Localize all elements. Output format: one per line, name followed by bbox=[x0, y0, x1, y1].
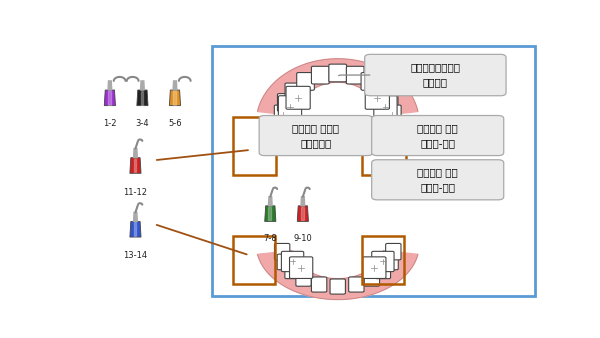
Polygon shape bbox=[268, 197, 272, 206]
Polygon shape bbox=[108, 81, 112, 90]
Polygon shape bbox=[257, 251, 418, 299]
Polygon shape bbox=[108, 91, 111, 104]
FancyBboxPatch shape bbox=[386, 243, 401, 260]
FancyBboxPatch shape bbox=[330, 279, 346, 294]
Polygon shape bbox=[268, 207, 271, 220]
Bar bbox=[233, 236, 275, 284]
Text: 13-14: 13-14 bbox=[124, 251, 148, 260]
Text: 大臼歯部 近心
＃１１-１２: 大臼歯部 近心 ＃１１-１２ bbox=[418, 123, 458, 148]
Text: 9-10: 9-10 bbox=[293, 235, 312, 243]
FancyBboxPatch shape bbox=[290, 257, 313, 279]
Text: 前歯部・小臼歯部
＃１〜６: 前歯部・小臼歯部 ＃１〜６ bbox=[410, 63, 460, 88]
Polygon shape bbox=[134, 159, 136, 172]
FancyBboxPatch shape bbox=[374, 83, 391, 100]
Text: 7-8: 7-8 bbox=[263, 235, 277, 243]
FancyBboxPatch shape bbox=[311, 277, 327, 292]
Polygon shape bbox=[140, 91, 143, 104]
FancyBboxPatch shape bbox=[349, 277, 364, 292]
Text: 大臼歯部 頬舌面
＃７〜１０: 大臼歯部 頬舌面 ＃７〜１０ bbox=[292, 123, 340, 148]
Text: 5-6: 5-6 bbox=[168, 119, 182, 128]
FancyBboxPatch shape bbox=[286, 86, 310, 109]
Bar bbox=[362, 117, 406, 175]
Bar bbox=[233, 117, 277, 175]
FancyBboxPatch shape bbox=[371, 160, 504, 200]
FancyBboxPatch shape bbox=[374, 96, 397, 117]
Polygon shape bbox=[130, 221, 141, 237]
Polygon shape bbox=[297, 206, 308, 221]
FancyBboxPatch shape bbox=[361, 73, 379, 90]
FancyBboxPatch shape bbox=[383, 105, 401, 124]
Text: 1-2: 1-2 bbox=[103, 119, 116, 128]
Polygon shape bbox=[104, 90, 115, 105]
FancyBboxPatch shape bbox=[311, 66, 329, 84]
FancyBboxPatch shape bbox=[364, 271, 380, 286]
Polygon shape bbox=[140, 81, 144, 90]
Text: 大臼歯部 遠心
＃１３-１４: 大臼歯部 遠心 ＃１３-１４ bbox=[418, 167, 458, 192]
Polygon shape bbox=[134, 222, 136, 236]
FancyBboxPatch shape bbox=[365, 54, 506, 96]
FancyBboxPatch shape bbox=[285, 83, 302, 100]
FancyBboxPatch shape bbox=[285, 264, 300, 279]
Polygon shape bbox=[134, 149, 137, 158]
FancyBboxPatch shape bbox=[281, 251, 304, 272]
Polygon shape bbox=[134, 212, 137, 221]
Polygon shape bbox=[137, 90, 148, 105]
FancyBboxPatch shape bbox=[297, 73, 314, 90]
FancyBboxPatch shape bbox=[365, 86, 389, 109]
Polygon shape bbox=[301, 197, 305, 206]
Polygon shape bbox=[257, 59, 418, 116]
FancyBboxPatch shape bbox=[278, 96, 302, 117]
FancyBboxPatch shape bbox=[372, 251, 394, 272]
FancyBboxPatch shape bbox=[346, 66, 364, 84]
FancyBboxPatch shape bbox=[383, 254, 398, 270]
Text: 3-4: 3-4 bbox=[136, 119, 149, 128]
FancyBboxPatch shape bbox=[274, 243, 290, 260]
Polygon shape bbox=[169, 90, 181, 105]
FancyBboxPatch shape bbox=[259, 116, 373, 155]
FancyBboxPatch shape bbox=[362, 257, 386, 279]
FancyBboxPatch shape bbox=[277, 254, 293, 270]
FancyBboxPatch shape bbox=[375, 264, 391, 279]
FancyBboxPatch shape bbox=[274, 105, 292, 124]
Polygon shape bbox=[265, 206, 276, 221]
Bar bbox=[362, 236, 404, 284]
Text: 11-12: 11-12 bbox=[124, 188, 148, 197]
Bar bbox=[212, 46, 535, 296]
FancyBboxPatch shape bbox=[371, 116, 504, 155]
FancyBboxPatch shape bbox=[296, 271, 311, 286]
FancyBboxPatch shape bbox=[381, 94, 398, 111]
Polygon shape bbox=[173, 91, 176, 104]
Polygon shape bbox=[130, 158, 141, 173]
Polygon shape bbox=[173, 81, 177, 90]
FancyBboxPatch shape bbox=[277, 94, 294, 111]
Polygon shape bbox=[301, 207, 304, 220]
FancyBboxPatch shape bbox=[329, 64, 347, 82]
